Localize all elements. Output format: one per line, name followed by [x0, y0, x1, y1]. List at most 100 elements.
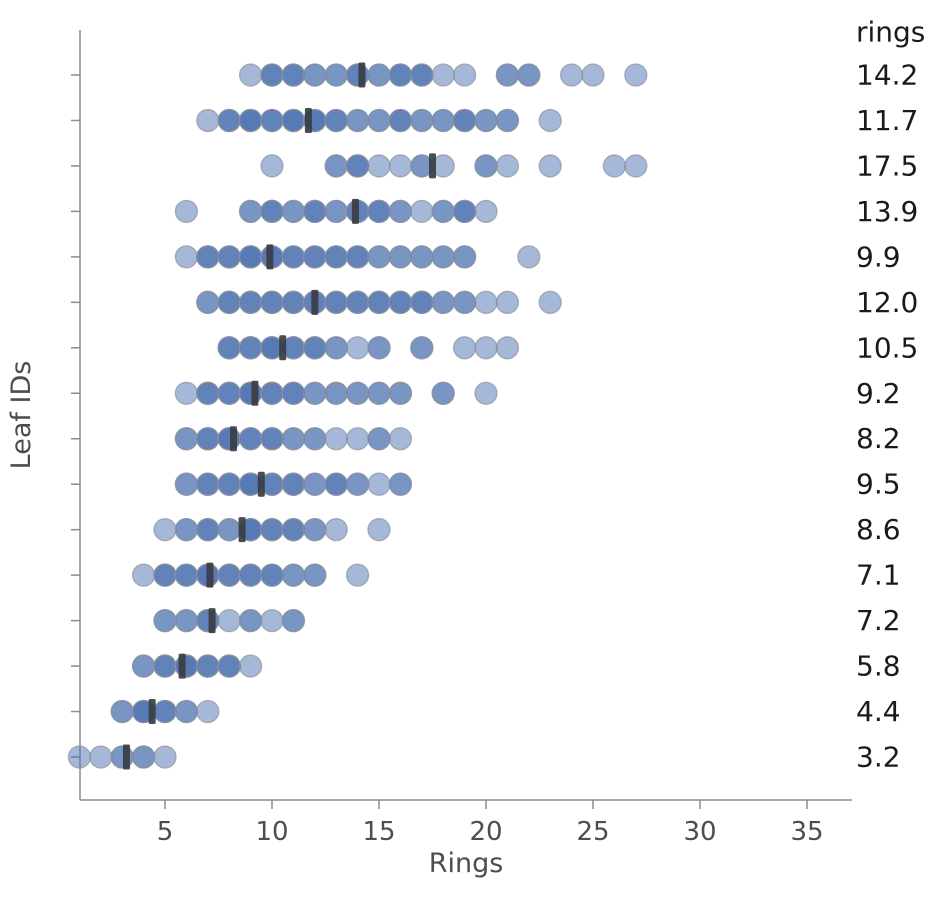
mean-marker	[311, 289, 319, 315]
data-point	[367, 427, 391, 451]
row-points	[217, 336, 520, 360]
row-points	[174, 245, 541, 269]
data-point	[260, 199, 284, 224]
data-point	[238, 245, 263, 269]
data-point	[238, 108, 263, 133]
data-point	[538, 154, 562, 178]
data-point	[431, 381, 455, 405]
data-point	[281, 245, 306, 269]
mean-marker	[122, 744, 130, 770]
mean-marker	[304, 107, 312, 133]
row-points	[67, 745, 177, 769]
data-point	[388, 154, 413, 178]
data-point	[388, 290, 413, 314]
data-point	[153, 608, 177, 633]
data-point	[538, 290, 562, 314]
data-point	[367, 245, 391, 269]
row-points	[238, 63, 648, 87]
data-point	[303, 472, 327, 496]
data-point	[260, 563, 284, 587]
data-point	[431, 199, 455, 224]
row-points	[196, 108, 562, 133]
right-value-label: 9.2	[856, 377, 901, 410]
data-point	[196, 381, 220, 405]
data-point	[260, 427, 284, 451]
data-point	[324, 381, 348, 405]
row-points	[131, 654, 263, 678]
data-point	[345, 154, 370, 178]
data-point	[559, 63, 584, 87]
data-point	[517, 63, 541, 87]
data-point	[281, 518, 306, 542]
row-points	[174, 472, 413, 496]
data-point	[388, 199, 413, 224]
data-point	[345, 563, 370, 587]
right-value-label: 3.2	[856, 741, 901, 774]
right-value-label: 4.4	[856, 695, 901, 728]
data-point	[196, 472, 220, 496]
data-point	[367, 518, 391, 542]
data-point	[281, 472, 306, 496]
right-value-label: 11.7	[856, 104, 918, 137]
data-point	[367, 290, 391, 314]
data-point	[345, 472, 370, 496]
data-point	[345, 290, 370, 314]
x-axis-title: Rings	[429, 848, 504, 879]
data-point	[324, 427, 348, 451]
data-point	[238, 336, 263, 360]
data-point	[174, 381, 199, 405]
row-points	[131, 563, 370, 587]
mean-marker	[208, 608, 216, 634]
x-tick-label: 15	[362, 817, 395, 847]
data-point	[196, 290, 220, 314]
data-point	[303, 245, 327, 269]
data-point	[602, 154, 627, 178]
data-point	[238, 563, 263, 587]
data-point	[174, 245, 199, 269]
data-point	[217, 336, 241, 360]
data-point	[538, 108, 562, 133]
data-point	[345, 245, 370, 269]
data-point	[260, 381, 284, 405]
data-point	[217, 563, 241, 587]
mean-marker	[358, 62, 366, 88]
row-points	[153, 608, 306, 633]
data-point	[217, 518, 241, 542]
data-point	[131, 745, 156, 769]
data-point	[238, 608, 263, 633]
data-point	[624, 154, 648, 178]
data-point	[367, 472, 391, 496]
data-point	[260, 290, 284, 314]
data-point	[217, 108, 241, 133]
data-point	[367, 108, 391, 133]
data-point	[281, 381, 306, 405]
data-point	[217, 472, 241, 496]
data-point	[217, 654, 241, 678]
data-point	[303, 518, 327, 542]
data-point	[153, 699, 177, 724]
mean-marker	[429, 153, 436, 179]
row-points	[153, 518, 391, 542]
data-point	[196, 518, 220, 542]
data-point	[388, 427, 413, 451]
data-point	[410, 108, 434, 133]
data-point	[196, 245, 220, 269]
data-point	[131, 654, 156, 678]
data-point	[110, 699, 134, 724]
x-tick-label: 25	[576, 817, 609, 847]
data-point	[217, 608, 241, 633]
data-point	[410, 245, 434, 269]
data-point	[474, 290, 498, 314]
right-value-label: 5.8	[856, 650, 901, 683]
right-value-label: 8.2	[856, 422, 901, 455]
data-point	[174, 699, 199, 724]
data-point	[495, 290, 520, 314]
mean-marker	[251, 380, 259, 406]
data-point	[367, 199, 391, 224]
data-point	[303, 563, 327, 587]
data-point	[174, 518, 199, 542]
x-tick-label: 20	[469, 817, 502, 847]
data-point	[67, 745, 92, 769]
data-point	[431, 108, 455, 133]
